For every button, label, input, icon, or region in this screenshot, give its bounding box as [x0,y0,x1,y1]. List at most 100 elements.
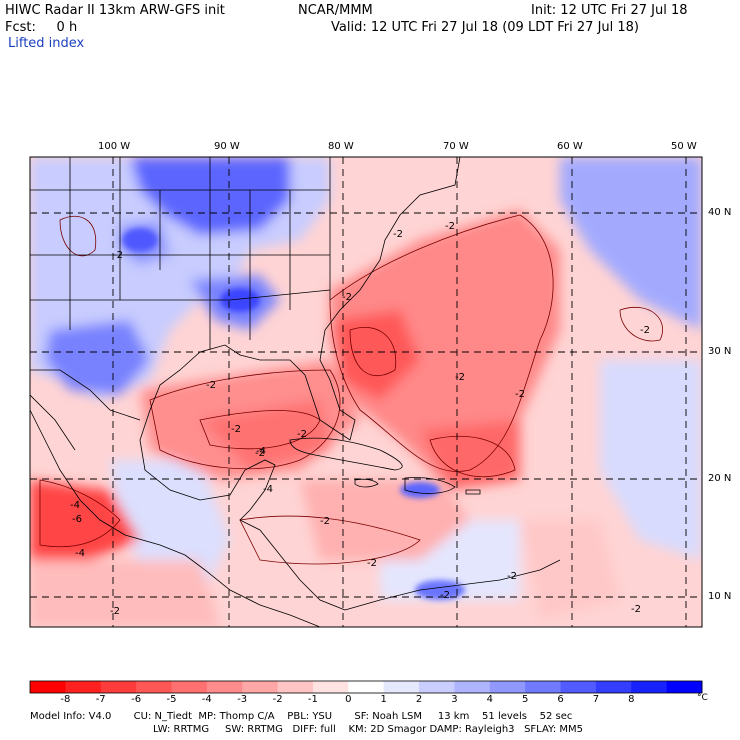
contour-label: -2 [113,250,123,261]
colorbar-swatch [171,681,208,693]
coastline-south-america [344,559,561,611]
contour-label: -2 [440,590,450,601]
colorbar-tick-label: 4 [486,694,493,705]
field-unstable-caribbean [300,480,470,560]
lon-label-90w: 90 W [214,141,240,152]
colorbar-swatch [454,681,491,693]
lon-label-70w: 70 W [443,141,469,152]
colorbar-tick-label: 0 [345,694,352,705]
field-stable-atlantic-south [600,360,702,560]
island-jamaica [354,478,379,488]
coastline-mexico-gulf [139,409,346,611]
island-hispaniola [404,477,456,494]
map-frame [29,156,703,628]
contour-line [619,306,663,342]
contour-label: -2 [255,448,265,459]
colorbar-swatch [242,681,279,693]
contour-label: -2 [445,221,455,232]
field-stable-spot-colombia [415,580,465,600]
contour-line [59,215,97,257]
lat-label-10n: 10 N [708,591,732,602]
field-stable-spot-kansas [122,228,158,252]
lat-label-30n: 30 N [708,346,732,357]
colorbar-tick-label: 3 [451,694,458,705]
colorbar-swatch [312,681,349,693]
country-border-us-mexico [30,369,141,421]
forecast-hour: Fcst: 0 h [5,20,78,35]
colorbar-tick-label: -8 [60,694,71,705]
colorbar-swatch [206,681,243,693]
coastline-mexico-pacific [30,409,321,627]
field-stable-spot-hispaniola [400,482,440,498]
colorbar-tick-label: -2 [272,694,283,705]
field-stable-atlantic-east [560,157,702,330]
contour-label: -2 [393,229,403,240]
contour-label: -2 [455,372,465,383]
contour-label: -2 [231,424,241,435]
colorbar-tick-label: -3 [237,694,248,705]
colorbar-tick-label: -1 [307,694,318,705]
contour-label: -2 [631,604,641,615]
colorbar-unit: °C [697,693,708,703]
colorbar-tick-label: 7 [592,694,600,705]
field-unstable-east [520,520,620,620]
colorbar-tick-label: 1 [380,694,387,705]
contour-label: -4 [70,500,80,511]
lat-label-40n: 40 N [708,207,732,218]
field-unstable-southwest [30,560,220,627]
colorbar-swatch [595,681,632,693]
colorbar-tick-label: 5 [522,694,529,705]
island-cuba [289,437,403,471]
field-unstable-west-atlantic [330,210,560,480]
contour-label: -6 [72,514,82,525]
contour-label: -2 [297,429,307,440]
lat-label-20n: 20 N [708,473,732,484]
colorbar-swatch [100,681,137,693]
contour-line [39,479,121,548]
contour-label: -2 [110,606,120,617]
colorbar-swatch [65,681,102,693]
contour-line [429,435,516,478]
field-name: Lifted index [8,36,85,51]
plot-title: HIWC Radar II 13km ARW-GFS init [5,3,225,18]
colorbar-swatch [30,681,66,693]
lon-label-60w: 60 W [557,141,583,152]
model-info-line-1: Model Info: V4.0 CU: N_Tiedt MP: Thomp C… [30,711,573,722]
colorbar-tick-label: 8 [628,694,635,705]
model-info-line-2: LW: RRTMG SW: RRTMG DIFF: full KM: 2D Sm… [153,724,583,735]
colorbar-swatch [383,681,420,693]
contour-label: -2 [206,380,216,391]
contour-line [329,214,554,472]
island-puerto-rico [465,489,481,495]
colorbar-swatch [525,681,562,693]
colorbar-swatch [489,681,526,693]
colorbar-swatch [136,681,172,693]
colorbar-tick-label: 2 [415,694,423,705]
field-unstable-florida-core [335,310,420,400]
colorbar-tick-label: -7 [95,694,106,705]
contour-label: -4 [256,446,266,457]
contour-line [149,369,341,470]
colorbar [30,681,703,693]
lon-label-80w: 80 W [328,141,354,152]
contour-label: -4 [263,484,273,495]
field-unstable-gulf-core [200,400,330,470]
lon-label-100w: 100 W [98,141,131,152]
contour-line [239,515,421,565]
coastline-baja [30,394,76,451]
init-time: Init: 12 UTC Fri 27 Jul 18 [531,3,688,18]
colorbar-tick-label: -5 [166,694,177,705]
colorbar-tick-label: -4 [201,694,212,705]
colorbar-frame [29,680,703,694]
colorbar-swatch [666,681,703,693]
colorbar-tick-label: 6 [557,694,564,705]
contour-label: -2 [640,325,650,336]
colorbar-swatch [348,681,385,693]
contour-label: -2 [507,571,517,582]
organization-label: NCAR/MMM [298,3,373,18]
coastline-us-east [149,157,461,441]
contour-label: -2 [515,389,525,400]
colorbar-swatch [419,681,455,693]
contour-label: -2 [367,558,377,569]
